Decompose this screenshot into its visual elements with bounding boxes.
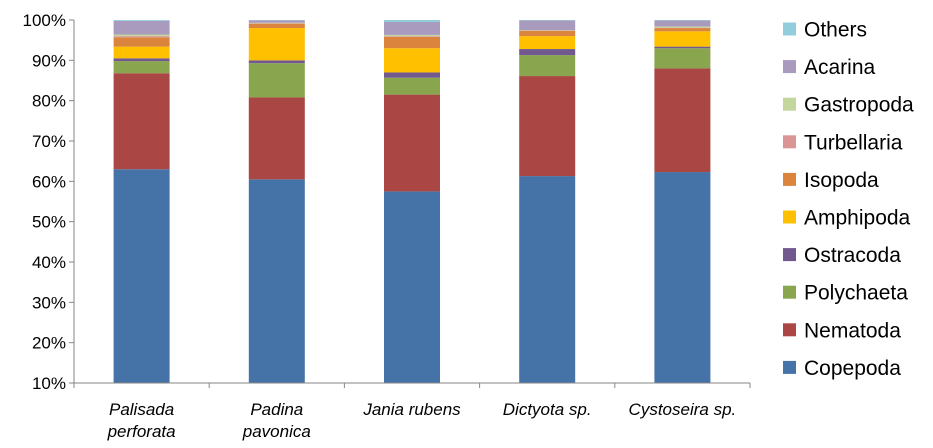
x-tick-label: Dictyota sp.	[503, 400, 592, 419]
x-tick-label: Cystoseira sp.	[629, 400, 737, 419]
x-tick-label: perforata	[107, 422, 176, 441]
legend-item-nematoda: Nematoda	[783, 319, 901, 342]
legend-label: Acarina	[804, 56, 876, 79]
x-tick-label: Palisada	[109, 400, 174, 419]
legend-swatch	[783, 97, 796, 111]
bar-segment-amphipoda-3	[519, 36, 576, 50]
bar-segment-acarina-1	[248, 20, 305, 23]
legend-item-gastropoda: Gastropoda	[783, 94, 914, 117]
y-tick-label: 90%	[32, 51, 66, 70]
legend-label: Amphipoda	[804, 207, 911, 230]
legend-item-isopoda: Isopoda	[783, 169, 879, 192]
y-tick-label: 100%	[23, 11, 66, 30]
x-tick-label: Padina	[250, 400, 303, 419]
bar-segment-gastropoda-4	[654, 26, 711, 28]
legend-item-others: Others	[783, 19, 867, 42]
bar-segment-copepoda-1	[248, 179, 305, 383]
bar-segment-amphipoda-0	[113, 46, 170, 59]
bar-segment-turbellaria-2	[384, 36, 440, 37]
bars-layer	[113, 20, 711, 383]
bar-segment-polychaeta-0	[113, 61, 170, 74]
legend-swatch	[783, 135, 796, 149]
y-tick-label: 80%	[32, 92, 66, 111]
bar-segment-gastropoda-0	[113, 34, 170, 37]
legend-item-turbellaria: Turbellaria	[783, 131, 903, 154]
bar-segment-others-0	[113, 20, 170, 21]
legend-item-amphipoda: Amphipoda	[783, 207, 911, 230]
y-tick-label: 20%	[32, 334, 66, 353]
legend-swatch	[783, 248, 796, 262]
legend-item-ostracoda: Ostracoda	[783, 244, 901, 267]
legend-label: Turbellaria	[804, 131, 903, 154]
bar-segment-polychaeta-3	[519, 55, 576, 77]
bar-segment-nematoda-1	[248, 97, 305, 180]
y-tick-label: 10%	[32, 374, 66, 393]
legend-label: Polychaeta	[804, 282, 908, 305]
axis-layer: 10% 20% 30% 40% 50% 60% 70% 80% 90% 100% Palisada p…	[23, 11, 751, 441]
legend-label: Ostracoda	[804, 244, 901, 267]
legend-swatch	[783, 22, 796, 36]
bar-segment-acarina-4	[654, 20, 711, 27]
bar-segment-isopoda-3	[519, 30, 576, 37]
bar-segment-ostracoda-2	[384, 72, 440, 78]
bar-segment-amphipoda-4	[654, 31, 711, 47]
bar-segment-isopoda-2	[384, 36, 440, 49]
y-tick-label: 50%	[32, 213, 66, 232]
bar-segment-polychaeta-1	[248, 63, 305, 98]
bar-segment-isopoda-1	[248, 23, 305, 29]
bar-segment-ostracoda-3	[519, 49, 576, 56]
bar-segment-copepoda-3	[519, 176, 576, 383]
legend-item-copepoda: Copepoda	[783, 357, 901, 380]
legend-label: Others	[804, 19, 867, 42]
legend-label: Nematoda	[804, 319, 901, 342]
legend-swatch	[783, 172, 796, 186]
bar-segment-ostracoda-4	[654, 46, 711, 49]
y-tick-label: 30%	[32, 293, 66, 312]
bar-segment-gastropoda-2	[384, 34, 440, 37]
legend-swatch	[783, 285, 796, 299]
bar-segment-ostracoda-0	[113, 58, 170, 62]
y-tick-label: 70%	[32, 132, 66, 151]
bar-segment-turbellaria-0	[113, 36, 170, 38]
bar-segment-isopoda-4	[654, 28, 711, 32]
legend-item-polychaeta: Polychaeta	[783, 282, 908, 305]
legend-item-acarina: Acarina	[783, 56, 876, 79]
legend-swatch	[783, 323, 796, 337]
bar-segment-nematoda-2	[384, 94, 440, 192]
y-tick-label: 40%	[32, 253, 66, 272]
bar-segment-nematoda-4	[654, 68, 711, 173]
bar-segment-isopoda-0	[113, 37, 170, 47]
legend-swatch	[783, 210, 796, 224]
bar-segment-polychaeta-2	[384, 77, 440, 95]
bar-segment-amphipoda-1	[248, 28, 305, 61]
bar-segment-acarina-3	[519, 20, 576, 31]
bar-segment-copepoda-0	[113, 169, 170, 383]
legend-swatch	[783, 60, 796, 74]
x-tick-label: Jania rubens	[362, 400, 461, 419]
x-tick-label: pavonica	[242, 422, 311, 441]
bar-segment-nematoda-0	[113, 73, 170, 170]
legend-swatch	[783, 360, 796, 374]
bar-segment-copepoda-4	[654, 172, 711, 383]
bar-segment-amphipoda-2	[384, 48, 440, 73]
bar-segment-copepoda-2	[384, 191, 440, 383]
bar-segment-ostracoda-1	[248, 60, 305, 64]
legend-label: Gastropoda	[804, 94, 914, 117]
bar-segment-nematoda-3	[519, 76, 576, 177]
legend-label: Isopoda	[804, 169, 879, 192]
bar-segment-polychaeta-4	[654, 48, 711, 69]
bar-segment-acarina-0	[113, 20, 170, 35]
legend-label: Copepoda	[804, 357, 901, 380]
y-tick-label: 60%	[32, 172, 66, 191]
bar-segment-acarina-2	[384, 22, 440, 35]
legend: Others Acarina Gastropoda Turbellaria Isopod…	[783, 19, 914, 380]
bar-segment-others-2	[384, 20, 440, 23]
